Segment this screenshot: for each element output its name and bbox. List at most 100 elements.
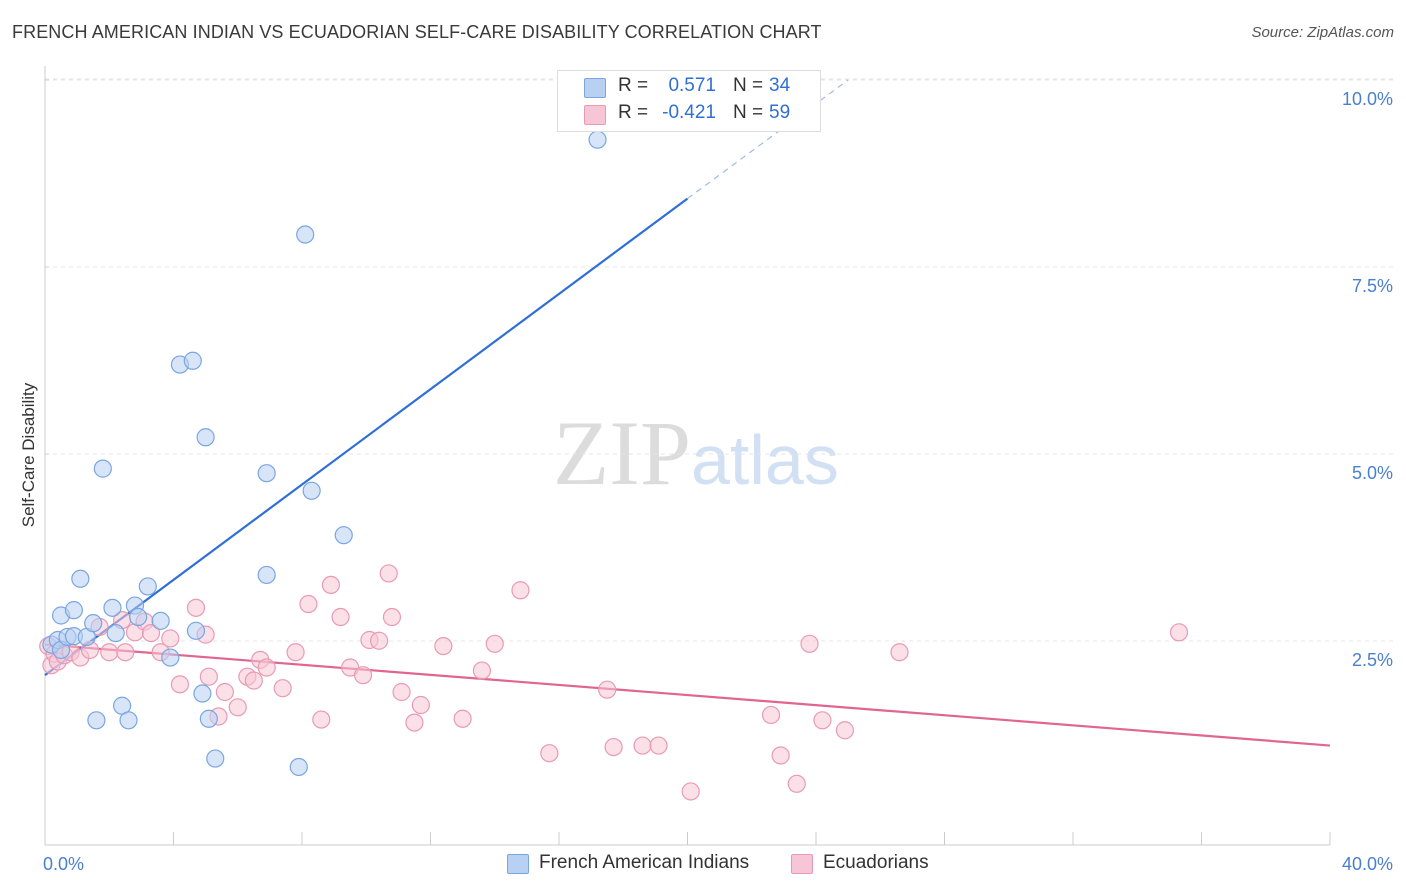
point-ecuadorian bbox=[598, 680, 617, 699]
point-ecuadorian bbox=[370, 631, 389, 650]
y-tick-label: 2.5% bbox=[1352, 650, 1393, 670]
point-ecuadorian bbox=[800, 634, 819, 653]
point-ecuadorian bbox=[761, 705, 781, 725]
r-value: -0.421 bbox=[662, 102, 716, 123]
point-french-american-indian bbox=[129, 607, 148, 627]
point-french-american-indian bbox=[588, 130, 607, 149]
trend-lines bbox=[44, 79, 1331, 747]
point-ecuadorian bbox=[511, 581, 530, 600]
point-ecuadorian bbox=[540, 744, 559, 763]
point-ecuadorian bbox=[244, 671, 263, 690]
x-tick-label: 0.0% bbox=[43, 854, 84, 874]
data-points bbox=[39, 130, 1189, 801]
source-credit: Source: ZipAtlas.com bbox=[1251, 24, 1394, 41]
point-french-american-indian bbox=[103, 598, 122, 617]
point-french-american-indian bbox=[93, 459, 112, 478]
point-french-american-indian bbox=[64, 601, 84, 620]
legend-swatch-blue bbox=[584, 78, 606, 98]
point-french-american-indian bbox=[257, 565, 276, 585]
point-ecuadorian bbox=[1169, 623, 1189, 642]
point-ecuadorian bbox=[890, 643, 909, 662]
point-ecuadorian bbox=[215, 682, 234, 702]
n-label: N = bbox=[733, 102, 764, 123]
point-ecuadorian bbox=[633, 736, 652, 755]
point-ecuadorian bbox=[382, 607, 402, 627]
point-ecuadorian bbox=[321, 575, 341, 595]
y-tick-label: 10.0% bbox=[1342, 89, 1393, 109]
point-french-american-indian bbox=[302, 481, 321, 500]
point-french-american-indian bbox=[206, 749, 225, 768]
point-ecuadorian bbox=[411, 695, 430, 715]
grid-lines bbox=[45, 78, 1394, 642]
r-label: R = bbox=[618, 102, 649, 123]
point-ecuadorian bbox=[771, 746, 790, 765]
point-ecuadorian bbox=[434, 636, 453, 656]
point-ecuadorian bbox=[331, 607, 350, 627]
point-ecuadorian bbox=[681, 782, 700, 801]
point-french-american-indian bbox=[199, 709, 218, 728]
point-french-american-indian bbox=[183, 351, 202, 370]
point-ecuadorian bbox=[379, 564, 398, 583]
point-ecuadorian bbox=[228, 698, 247, 717]
point-ecuadorian bbox=[353, 666, 373, 685]
point-french-american-indian bbox=[151, 611, 170, 630]
x-tick-label: 40.0% bbox=[1342, 854, 1393, 874]
point-ecuadorian bbox=[116, 643, 135, 662]
point-french-american-indian bbox=[87, 711, 106, 730]
point-ecuadorian bbox=[170, 675, 190, 694]
r-label: R = bbox=[618, 75, 649, 96]
chart-title: FRENCH AMERICAN INDIAN VS ECUADORIAN SEL… bbox=[12, 22, 822, 42]
legend-swatch-blue bbox=[507, 854, 529, 874]
n-label: N = bbox=[733, 75, 764, 96]
legend-swatch-pink bbox=[584, 105, 606, 125]
point-ecuadorian bbox=[813, 711, 832, 730]
point-ecuadorian bbox=[472, 661, 491, 680]
point-ecuadorian bbox=[299, 594, 318, 614]
point-french-american-indian bbox=[71, 569, 90, 588]
point-french-american-indian bbox=[84, 614, 103, 633]
y-tick-label: 7.5% bbox=[1352, 276, 1393, 296]
point-ecuadorian bbox=[835, 721, 855, 740]
legend-label: French American Indians bbox=[539, 852, 750, 873]
tick-labels: 2.5% 5.0% 7.5% 10.0% 0.0% 40.0% bbox=[43, 89, 1393, 874]
n-value: 59 bbox=[769, 102, 791, 123]
point-ecuadorian bbox=[161, 629, 180, 648]
n-value: 34 bbox=[769, 75, 791, 96]
point-french-american-indian bbox=[138, 577, 157, 596]
point-ecuadorian bbox=[257, 658, 276, 677]
point-ecuadorian bbox=[141, 623, 161, 643]
point-ecuadorian bbox=[405, 713, 424, 732]
legend-correlation: R = 0.571 N = 34 R = -0.421 N = 59 bbox=[557, 70, 821, 132]
y-tick-label: 5.0% bbox=[1352, 463, 1393, 483]
y-axis-label: Self-Care Disability bbox=[19, 382, 38, 527]
trend-line-french-american-indians bbox=[44, 197, 689, 677]
point-ecuadorian bbox=[649, 736, 668, 755]
watermark: ZIPatlas bbox=[553, 400, 839, 506]
point-french-american-indian bbox=[106, 623, 125, 643]
point-french-american-indian bbox=[289, 757, 308, 777]
point-ecuadorian bbox=[485, 634, 504, 653]
point-ecuadorian bbox=[186, 598, 206, 617]
watermark-zip: ZIP bbox=[553, 402, 691, 504]
point-ecuadorian bbox=[199, 667, 218, 686]
point-french-american-indian bbox=[257, 464, 276, 483]
point-french-american-indian bbox=[119, 711, 138, 730]
point-french-american-indian bbox=[186, 621, 206, 640]
trend-line-ecuadorians bbox=[44, 643, 1331, 747]
point-ecuadorian bbox=[604, 737, 623, 757]
point-french-american-indian bbox=[161, 648, 180, 667]
trend-line-extension bbox=[687, 79, 849, 200]
point-ecuadorian bbox=[787, 774, 806, 793]
point-french-american-indian bbox=[334, 526, 353, 545]
point-ecuadorian bbox=[100, 643, 119, 662]
axes bbox=[44, 66, 1331, 846]
r-value: 0.571 bbox=[668, 75, 716, 96]
watermark-atlas: atlas bbox=[691, 421, 839, 499]
point-french-american-indian bbox=[296, 225, 315, 244]
point-ecuadorian bbox=[286, 643, 305, 662]
point-ecuadorian bbox=[312, 710, 331, 729]
point-french-american-indian bbox=[196, 428, 215, 447]
point-ecuadorian bbox=[273, 679, 292, 698]
point-french-american-indian bbox=[193, 684, 212, 703]
